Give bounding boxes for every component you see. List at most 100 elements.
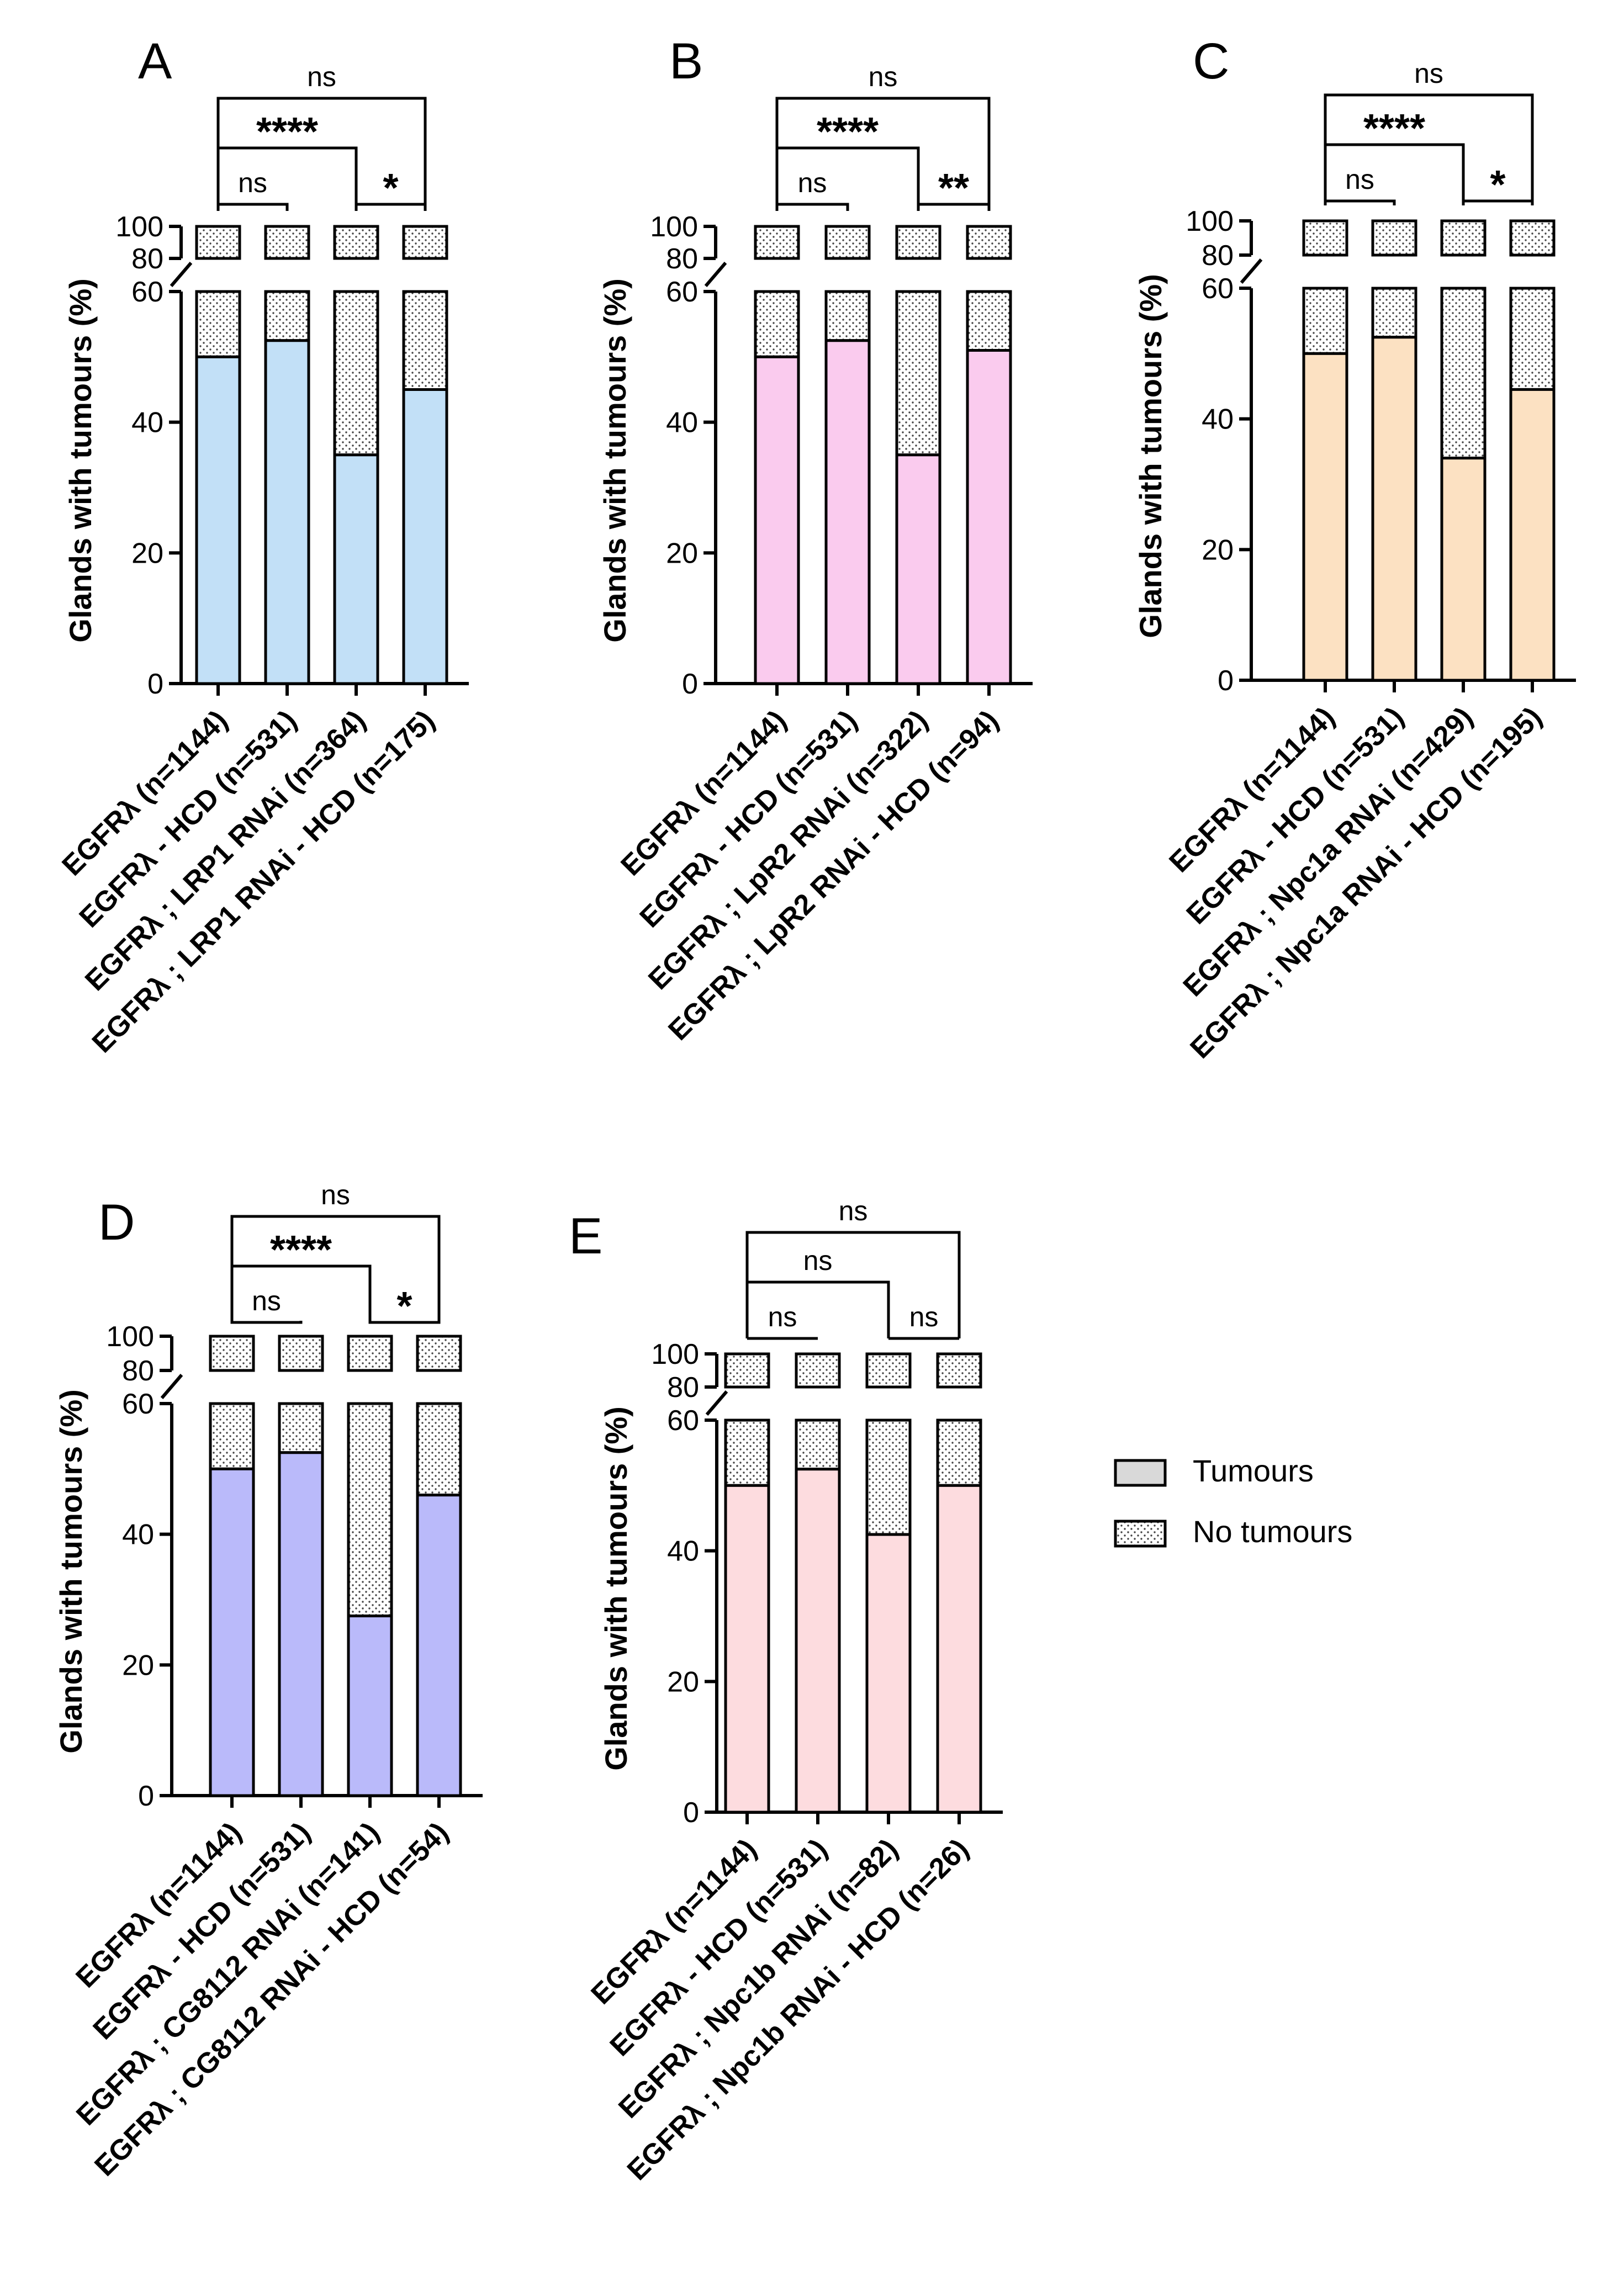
panel-a-sig-bracket-1	[355, 203, 427, 211]
panel-e-bar-2-no-tumours-lower	[865, 1418, 912, 1536]
panel-c-sig-label-1: *	[1490, 163, 1505, 207]
panel-d-sig-label-0: ns	[252, 1285, 281, 1316]
panel-b-sig-label-1: **	[938, 166, 969, 210]
panel-a-sig-bracket-2	[216, 146, 358, 204]
panel-a-sig-label-3: ns	[307, 61, 336, 92]
panel-a-y-label: Glands with tumours (%)	[63, 278, 98, 643]
panel-d-bar-1-tumours	[278, 1451, 324, 1797]
panel-c-bar-2-no-tumours-upper	[1440, 219, 1487, 257]
legend: Tumours No tumours	[1114, 1453, 1352, 1549]
panel-c-sig-label-0: ns	[1345, 164, 1374, 195]
panel-a-bar-1-tumours	[264, 339, 310, 685]
panel-e-sig-label-3: ns	[839, 1195, 868, 1226]
panel-e-bar-0-no-tumours-lower	[724, 1418, 770, 1487]
panel-d-bar-1-no-tumours-lower	[278, 1402, 324, 1454]
panel-d-bar-0-no-tumours-upper	[209, 1335, 255, 1372]
panel-c-category-label-2: EGFRλ ; Npc1a RNAi (n=429)	[1177, 701, 1479, 1003]
panel-c-y-tick-label-40: 40	[1202, 404, 1234, 436]
panel-d-axis-break	[160, 1374, 183, 1399]
panel-b-bar-1-tumours	[824, 339, 871, 685]
panel-e-sig-label-0: ns	[768, 1301, 797, 1332]
panel-d-bar-2-no-tumours-upper	[347, 1335, 393, 1372]
panel-b-bar-2-no-tumours-lower	[895, 290, 941, 457]
panel-b-sig-bracket-1	[917, 203, 991, 211]
panel-d-letter: D	[98, 1194, 135, 1251]
panel-b-y-tick-label-20: 20	[666, 537, 698, 569]
panel-a-y-tick-label-60: 60	[131, 276, 163, 308]
panel-e-y-tick-label-80: 80	[667, 1372, 699, 1404]
legend-swatch-no-tumours	[1114, 1520, 1167, 1548]
panel-b-bar-1-no-tumours-upper	[824, 225, 871, 260]
panel-a-sig-label-1: *	[383, 166, 398, 210]
panel-e-letter: E	[569, 1208, 602, 1264]
panel-b-sig-bracket-0	[775, 203, 849, 211]
panel-c-y-label: Glands with tumours (%)	[1133, 274, 1168, 638]
panel-d-bar-1-no-tumours-upper	[278, 1335, 324, 1372]
panel-e-sig-label-1: ns	[909, 1301, 939, 1332]
panel-b-sig-bracket-2	[775, 146, 920, 204]
panel-b-sig-label-2: ****	[817, 110, 879, 154]
panel-c-y-tick-label-60: 60	[1202, 273, 1234, 305]
panel-c-bar-0-tumours	[1302, 352, 1348, 682]
panel-a-y-tick-label-20: 20	[131, 537, 163, 569]
panel-c-sig-bracket-3	[1324, 93, 1534, 201]
panel-a-bar-3-tumours	[402, 388, 448, 685]
panel-b-bar-0-tumours	[754, 355, 800, 685]
panel-a-letter: A	[138, 33, 172, 89]
panel-e-y-tick-label-0: 0	[683, 1797, 699, 1829]
panel-a-y-tick-label-0: 0	[147, 668, 163, 700]
panel-d-category-label-2: EGFRλ ; CG8112 RNAi (n=141)	[70, 1816, 385, 2131]
panel-a-bar-3-no-tumours-upper	[402, 225, 448, 260]
panel-e-y-tick-label-40: 40	[667, 1536, 699, 1568]
panel-b-bar-3-tumours	[966, 349, 1012, 685]
panel-d-bar-2-no-tumours-lower	[347, 1402, 393, 1618]
panel-e-sig-bracket-3	[745, 1231, 961, 1338]
panel-c-sig-bracket-0	[1324, 199, 1396, 205]
panel-d-bar-3-no-tumours-upper	[416, 1335, 462, 1372]
panel-a-sig-bracket-3	[216, 97, 427, 204]
panel-c-y-tick-label-100: 100	[1186, 205, 1234, 237]
panel-b-bar-0-no-tumours-lower	[754, 290, 800, 358]
panel-d-bar-2-tumours	[347, 1615, 393, 1797]
panel-e-y-tick-label-20: 20	[667, 1666, 699, 1698]
panel-d-y-label: Glands with tumours (%)	[54, 1389, 88, 1754]
panel-c-sig-bracket-1	[1462, 199, 1534, 205]
legend-swatch-tumours	[1114, 1459, 1167, 1487]
panel-e-category-label-2: EGFRλ ; Npc1b RNAi (n=82)	[612, 1833, 904, 2124]
panel-b-category-label-2: EGFRλ ; LpR2 RNAi (n=322)	[642, 704, 934, 996]
panel-a-sig-label-2: ****	[256, 110, 318, 154]
panel-d-bar-0-tumours	[209, 1467, 255, 1797]
panel-b-axis-break	[704, 262, 727, 287]
panel-c-bar-1-no-tumours-upper	[1371, 219, 1417, 257]
panel-a-bar-3-no-tumours-lower	[402, 290, 448, 391]
panel-c-sig-label-2: ****	[1363, 107, 1425, 151]
panel-b-sig-label-0: ns	[798, 167, 827, 198]
panel-e-bar-1-tumours	[795, 1468, 841, 1814]
panel-d-sig-label-3: ns	[321, 1179, 350, 1210]
panel-b-bar-0-no-tumours-upper	[754, 225, 800, 260]
panel-c-y-tick-label-80: 80	[1202, 240, 1234, 272]
panel-a-bar-1-no-tumours-upper	[264, 225, 310, 260]
panel-d-y-tick-label-100: 100	[106, 1321, 154, 1353]
panel-a-bar-2-tumours	[333, 453, 379, 685]
panel-e-bar-3-no-tumours-upper	[936, 1352, 982, 1389]
panel-a-category-label-2: EGFRλ ; LRP1 RNAi (n=364)	[79, 704, 372, 997]
panel-c-axis-break	[1240, 258, 1263, 284]
panel-d-bar-3-tumours	[416, 1494, 462, 1797]
panel-d-sig-bracket-2	[230, 1264, 372, 1322]
panel-e-bar-2-tumours	[865, 1533, 912, 1814]
panel-e-sig-label-2: ns	[803, 1245, 833, 1276]
panel-d-y-tick-label-0: 0	[138, 1780, 154, 1812]
panel-b-bar-1-no-tumours-lower	[824, 290, 871, 342]
panel-e-bar-3-tumours	[936, 1484, 982, 1814]
panel-e-bar-1-no-tumours-lower	[795, 1418, 841, 1471]
legend-label-tumours: Tumours	[1193, 1453, 1314, 1488]
panel-a-y-tick-label-40: 40	[131, 407, 163, 439]
panel-b-sig-label-3: ns	[869, 61, 898, 92]
panel-b-bar-3-no-tumours-upper	[966, 225, 1012, 260]
panel-e-sig-bracket-2	[745, 1280, 890, 1338]
panel-a-sig-bracket-0	[216, 203, 289, 211]
